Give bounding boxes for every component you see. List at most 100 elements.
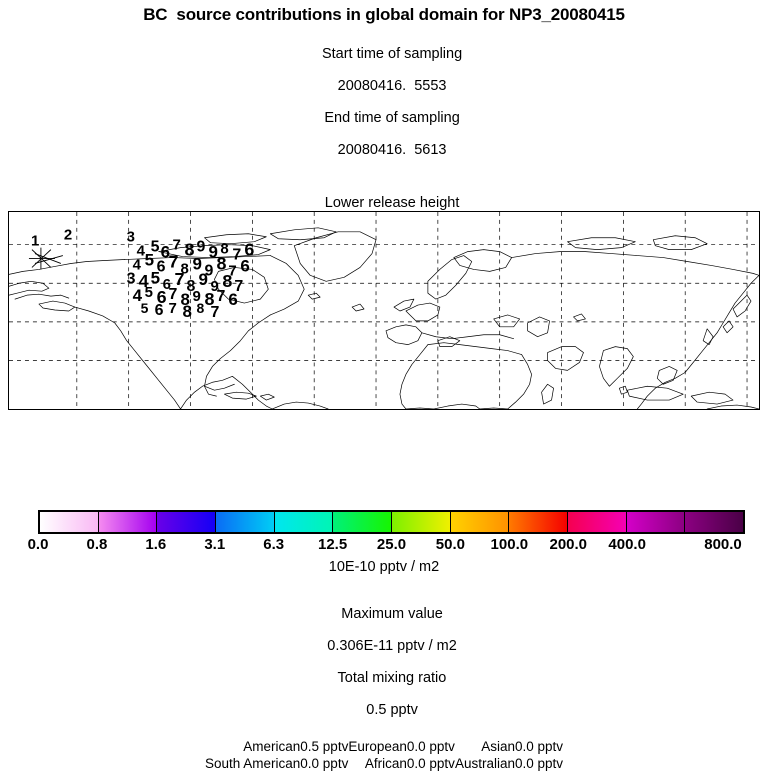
colorbar-segment-8 xyxy=(509,512,569,532)
colorbar-tick-labels: 0.0 0.8 1.6 3.1 6.3 12.5 25.0 50.0 100.0 200.0 400… xyxy=(0,536,768,556)
colorbar-tick-8: 100.0 xyxy=(490,536,529,553)
svg-text:8: 8 xyxy=(185,240,195,260)
map-coastlines xyxy=(9,227,759,409)
start-time-value: 20080416. 5553 xyxy=(337,78,447,94)
statistics-block: Maximum value 0.306E-11 pptv / m2 Total … xyxy=(0,590,768,772)
svg-text:7: 7 xyxy=(232,247,241,264)
svg-text:8: 8 xyxy=(187,278,196,295)
region-name: European xyxy=(348,739,407,754)
colorbar-segment-4 xyxy=(274,512,334,532)
svg-text:6: 6 xyxy=(157,258,166,275)
svg-text:6: 6 xyxy=(161,243,170,262)
marker-label-1: 1 xyxy=(31,234,39,250)
svg-text:9: 9 xyxy=(197,239,206,256)
colorbar-segment-9 xyxy=(568,512,627,532)
start-time-label: Start time of sampling xyxy=(321,46,463,62)
page-title: BC source contributions in global domain… xyxy=(143,5,625,24)
world-map-svg: 1 2 3 4 5 6 7 8 9 9 8 7 6 4 5 6 xyxy=(9,212,759,409)
colorbar xyxy=(38,510,745,534)
svg-text:4: 4 xyxy=(139,271,149,291)
svg-text:8: 8 xyxy=(181,261,189,277)
svg-text:5: 5 xyxy=(145,251,154,270)
region-name: American xyxy=(243,739,301,754)
table-row: American 0.5 pptv European 0.0 pptv Asia… xyxy=(205,738,563,755)
svg-text:9: 9 xyxy=(208,243,217,262)
svg-text:7: 7 xyxy=(216,288,225,305)
world-map-panel: 1 2 3 4 5 6 7 8 9 9 8 7 6 4 5 6 xyxy=(8,211,760,410)
svg-text:8: 8 xyxy=(197,300,205,316)
region-value: 0.0 pptv xyxy=(514,756,564,771)
region-name: Asian xyxy=(481,739,515,754)
summary-line: Maximum value 0.306E-11 pptv / m2 Total … xyxy=(0,590,768,734)
region-value: 0.0 pptv xyxy=(300,756,349,771)
colorbar-tick-11: 800.0 xyxy=(704,536,742,553)
svg-text:8: 8 xyxy=(220,242,228,258)
table-row: South American 0.0 pptv African 0.0 pptv… xyxy=(205,755,563,772)
svg-text:5: 5 xyxy=(145,285,153,301)
maximum-value-label: Maximum value xyxy=(341,606,443,622)
lower-release-height-label: Lower release height xyxy=(324,195,460,211)
svg-text:8: 8 xyxy=(183,302,192,321)
region-name: South American xyxy=(204,756,301,771)
colorbar-tick-4: 6.3 xyxy=(263,536,285,553)
colorbar-segment-10 xyxy=(626,512,686,532)
svg-text:6: 6 xyxy=(155,302,164,319)
marker-label-2: 2 xyxy=(64,228,72,244)
svg-text:4: 4 xyxy=(133,257,142,273)
svg-text:7: 7 xyxy=(210,304,219,321)
svg-text:7: 7 xyxy=(228,263,236,279)
svg-text:4: 4 xyxy=(133,286,143,305)
colorbar-tick-3: 3.1 xyxy=(204,536,226,553)
colorbar-tick-10: 400.0 xyxy=(608,536,646,553)
svg-text:6: 6 xyxy=(240,256,249,275)
svg-text:7: 7 xyxy=(169,301,177,317)
end-time-value: 20080416. 5613 xyxy=(337,142,447,158)
svg-text:6: 6 xyxy=(228,290,237,309)
svg-text:7: 7 xyxy=(234,278,243,295)
svg-text:7: 7 xyxy=(175,269,185,289)
colorbar-tick-6: 25.0 xyxy=(376,536,407,553)
colorbar-segment-5 xyxy=(333,512,393,532)
map-trajectory-markers: 1 2 3 xyxy=(31,228,135,250)
colorbar-unit-label: 10E-10 pptv / m2 xyxy=(328,559,440,575)
colorbar-segment-6 xyxy=(392,512,451,532)
svg-text:8: 8 xyxy=(181,290,190,309)
svg-text:9: 9 xyxy=(193,254,202,273)
colorbar-segments xyxy=(38,510,745,534)
colorbar-segment-3 xyxy=(216,512,275,532)
region-name: African xyxy=(364,756,407,771)
svg-text:6: 6 xyxy=(244,240,254,260)
colorbar-segment-1 xyxy=(98,512,158,532)
svg-text:5: 5 xyxy=(151,268,160,287)
colorbar-tick-2: 1.6 xyxy=(145,536,167,553)
region-value: 0.0 pptv xyxy=(406,756,455,771)
svg-text:7: 7 xyxy=(169,286,178,303)
svg-text:5: 5 xyxy=(151,239,160,256)
colorbar-segment-11 xyxy=(685,512,744,532)
marker-label-3: 3 xyxy=(127,230,135,246)
region-value: 0.5 pptv xyxy=(300,739,349,754)
svg-text:9: 9 xyxy=(204,262,213,279)
region-value: 0.0 pptv xyxy=(514,739,564,754)
colorbar-tick-7: 50.0 xyxy=(435,536,466,553)
svg-text:8: 8 xyxy=(222,271,232,291)
svg-text:8: 8 xyxy=(204,289,214,309)
colorbar-segment-2 xyxy=(157,512,217,532)
svg-text:6: 6 xyxy=(163,277,171,293)
svg-text:3: 3 xyxy=(127,270,136,287)
sampling-time-line: Start time of sampling 20080416. 5553 En… xyxy=(0,30,768,174)
svg-text:4: 4 xyxy=(137,244,146,260)
region-name: Australian xyxy=(454,756,515,771)
svg-text:9: 9 xyxy=(198,270,207,289)
colorbar-tick-0: 0.0 xyxy=(27,536,49,553)
colorbar-segment-0 xyxy=(40,512,99,532)
svg-text:7: 7 xyxy=(173,238,181,254)
plume-number-cluster: 4 5 6 7 8 9 9 8 7 6 4 5 6 7 8 9 9 8 7 6 … xyxy=(127,238,255,321)
end-time-label: End time of sampling xyxy=(324,110,460,126)
svg-text:5: 5 xyxy=(141,300,149,316)
region-value: 0.0 pptv xyxy=(406,739,455,754)
release-point-starburst-icon xyxy=(28,247,63,270)
region-contribution-table: American 0.5 pptv European 0.0 pptv Asia… xyxy=(205,738,563,772)
colorbar-segment-7 xyxy=(450,512,510,532)
svg-text:8: 8 xyxy=(216,253,226,273)
